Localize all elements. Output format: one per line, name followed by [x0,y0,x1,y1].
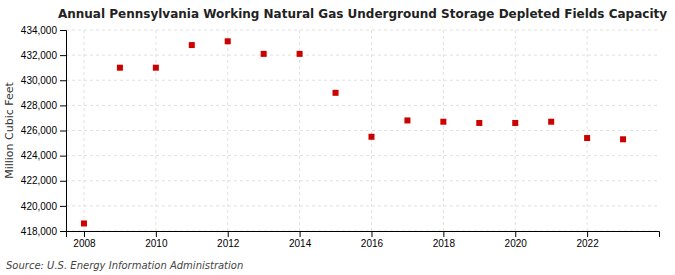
tick-mark [60,30,66,31]
y-axis: 418,000 420,000 422,000 424,000 426,000 428,0… [21,25,67,237]
point [512,120,518,126]
tick-label: 2014 [289,238,312,249]
tick-mark [60,156,66,157]
x-axis: 2008 2010 2012 2014 2016 2018 2020 2022 [67,231,660,249]
grid-line [66,30,659,31]
tick-mark [60,80,66,81]
point [476,120,482,126]
tick-mark [300,231,301,237]
tick-mark [60,131,66,132]
tick-label: 426,000 [21,125,58,136]
grid-line [299,30,300,231]
tick: 2022 [576,231,599,249]
tick-label: 432,000 [21,50,58,61]
tick-label: 428,000 [21,100,58,111]
axis-line [67,232,660,238]
tick-label: 434,000 [21,25,58,36]
tick: 428,000 [21,100,66,111]
grid-line [587,30,588,231]
plot-area: 20082010201220142016201820202022418,0004… [21,25,660,249]
tick-mark [156,231,157,237]
grid-line [66,80,659,81]
tick-label: 2012 [217,238,240,249]
grid-line [515,30,516,231]
tick-mark [60,105,66,106]
tick-label: 2018 [433,238,456,249]
tick: 422,000 [21,175,66,186]
tick-mark [228,231,229,237]
tick-label: 422,000 [21,175,58,186]
tick-mark [60,181,66,182]
points [81,38,626,226]
grid-line [66,130,659,131]
annotation: Source: U.S. Energy Information Administ… [6,260,243,271]
grid-line [371,30,372,231]
grid-line [66,155,659,156]
point [297,51,303,57]
point [440,119,446,125]
tick-mark [515,231,516,237]
tick: 418,000 [21,226,66,237]
point [584,135,590,141]
grid-line [443,30,444,231]
tick-label: 2022 [576,238,599,249]
tick: 2010 [145,231,168,249]
tick-label: 424,000 [21,150,58,161]
tick: 424,000 [21,150,66,161]
point [620,136,626,142]
point [333,90,339,96]
tick-label: 2008 [73,238,96,249]
tick-mark [60,55,66,56]
y-axis-title: Million Cubic Feet [3,81,16,178]
tick: 2016 [361,231,384,249]
point [368,134,374,140]
grid [66,30,659,231]
grid-line [66,105,659,106]
tick-label: 420,000 [21,201,58,212]
tick: 2020 [505,231,528,249]
axis-line [60,31,67,232]
tick-mark [84,231,85,237]
point [261,51,267,57]
tick: 2014 [289,231,312,249]
tick: 432,000 [21,50,66,61]
tick: 434,000 [21,25,66,36]
chart: 20082010201220142016201820202022418,0004… [0,0,675,275]
point [548,119,554,125]
tick-label: 2020 [505,238,528,249]
tick-mark [60,206,66,207]
point [404,117,410,123]
tick-label: 430,000 [21,75,58,86]
grid-line [66,55,659,56]
grid-line [66,205,659,206]
point [117,65,123,71]
grid-line [66,180,659,181]
point [225,38,231,44]
tick: 2008 [73,231,96,249]
title: Annual Pennsylvania Working Natural Gas … [58,7,667,21]
tick-mark [443,231,444,237]
tick-label: 418,000 [21,226,58,237]
point [81,220,87,226]
tick: 430,000 [21,75,66,86]
tick-label: 2016 [361,238,384,249]
tick-label: 2010 [145,238,168,249]
tick-mark [60,231,66,232]
point [189,42,195,48]
tick-mark [371,231,372,237]
tick: 2012 [217,231,240,249]
tick: 426,000 [21,125,66,136]
point [153,65,159,71]
tick-mark [587,231,588,237]
tick: 420,000 [21,201,66,212]
tick: 2018 [433,231,456,249]
